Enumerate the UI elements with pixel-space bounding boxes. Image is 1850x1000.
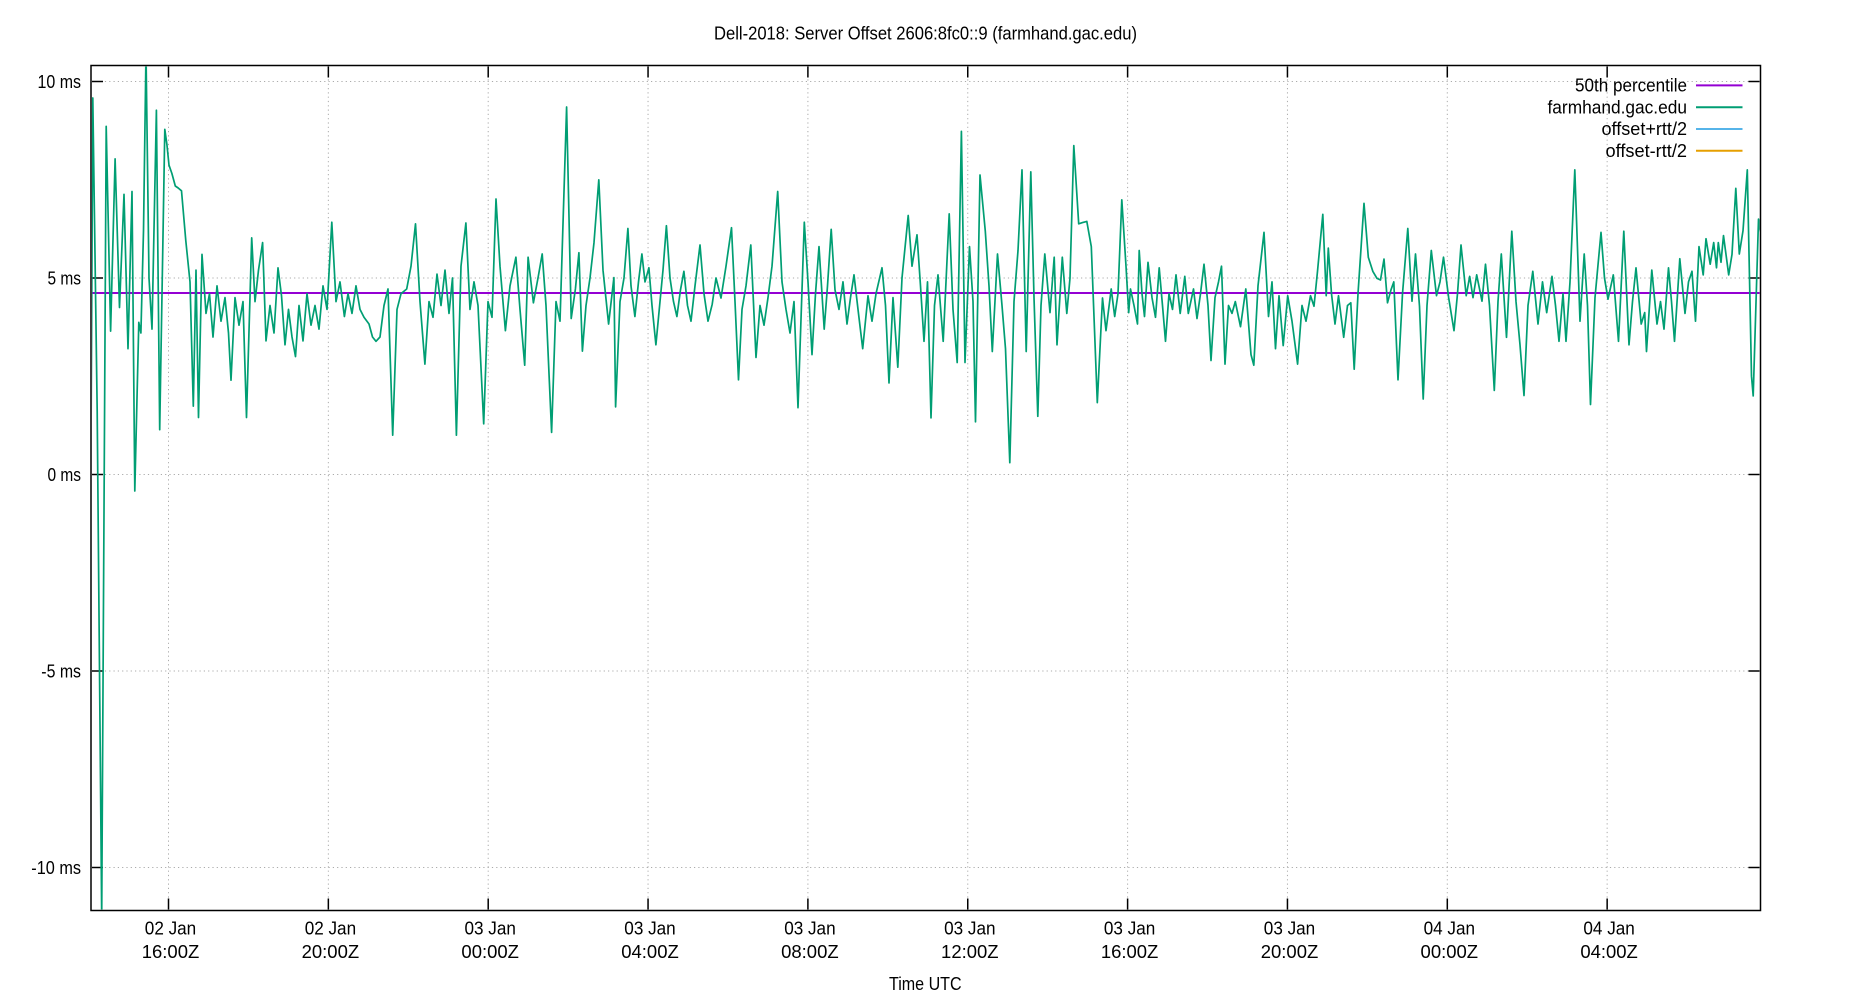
svg-text:04:00Z: 04:00Z [621, 942, 679, 962]
svg-text:03 Jan: 03 Jan [784, 919, 835, 939]
svg-text:16:00Z: 16:00Z [1101, 942, 1159, 962]
svg-text:03 Jan: 03 Jan [944, 919, 995, 939]
svg-text:03 Jan: 03 Jan [1104, 919, 1155, 939]
svg-text:12:00Z: 12:00Z [941, 942, 999, 962]
svg-text:08:00Z: 08:00Z [781, 942, 839, 962]
svg-text:offset+rtt/2: offset+rtt/2 [1602, 119, 1688, 139]
svg-text:04:00Z: 04:00Z [1580, 942, 1638, 962]
svg-text:-10 ms: -10 ms [31, 858, 81, 878]
svg-text:-5 ms: -5 ms [41, 662, 81, 682]
svg-text:02 Jan: 02 Jan [145, 919, 196, 939]
svg-text:03 Jan: 03 Jan [465, 919, 516, 939]
svg-text:50th percentile: 50th percentile [1575, 76, 1687, 96]
svg-text:5 ms: 5 ms [48, 269, 82, 289]
svg-text:04 Jan: 04 Jan [1583, 919, 1634, 939]
svg-text:00:00Z: 00:00Z [461, 942, 519, 962]
svg-text:20:00Z: 20:00Z [1261, 942, 1319, 962]
svg-text:Dell-2018: Server Offset 2606:: Dell-2018: Server Offset 2606:8fc0::9 (f… [714, 24, 1137, 44]
svg-text:0 ms: 0 ms [48, 465, 82, 485]
svg-text:farmhand.gac.edu: farmhand.gac.edu [1548, 97, 1688, 117]
svg-text:00:00Z: 00:00Z [1421, 942, 1479, 962]
svg-text:offset-rtt/2: offset-rtt/2 [1606, 141, 1688, 161]
svg-text:02 Jan: 02 Jan [305, 919, 356, 939]
svg-text:16:00Z: 16:00Z [142, 942, 200, 962]
svg-text:03 Jan: 03 Jan [624, 919, 675, 939]
svg-text:Time UTC: Time UTC [889, 974, 962, 994]
svg-text:04 Jan: 04 Jan [1424, 919, 1475, 939]
svg-text:20:00Z: 20:00Z [302, 942, 360, 962]
svg-text:10 ms: 10 ms [38, 72, 82, 92]
svg-text:03 Jan: 03 Jan [1264, 919, 1315, 939]
